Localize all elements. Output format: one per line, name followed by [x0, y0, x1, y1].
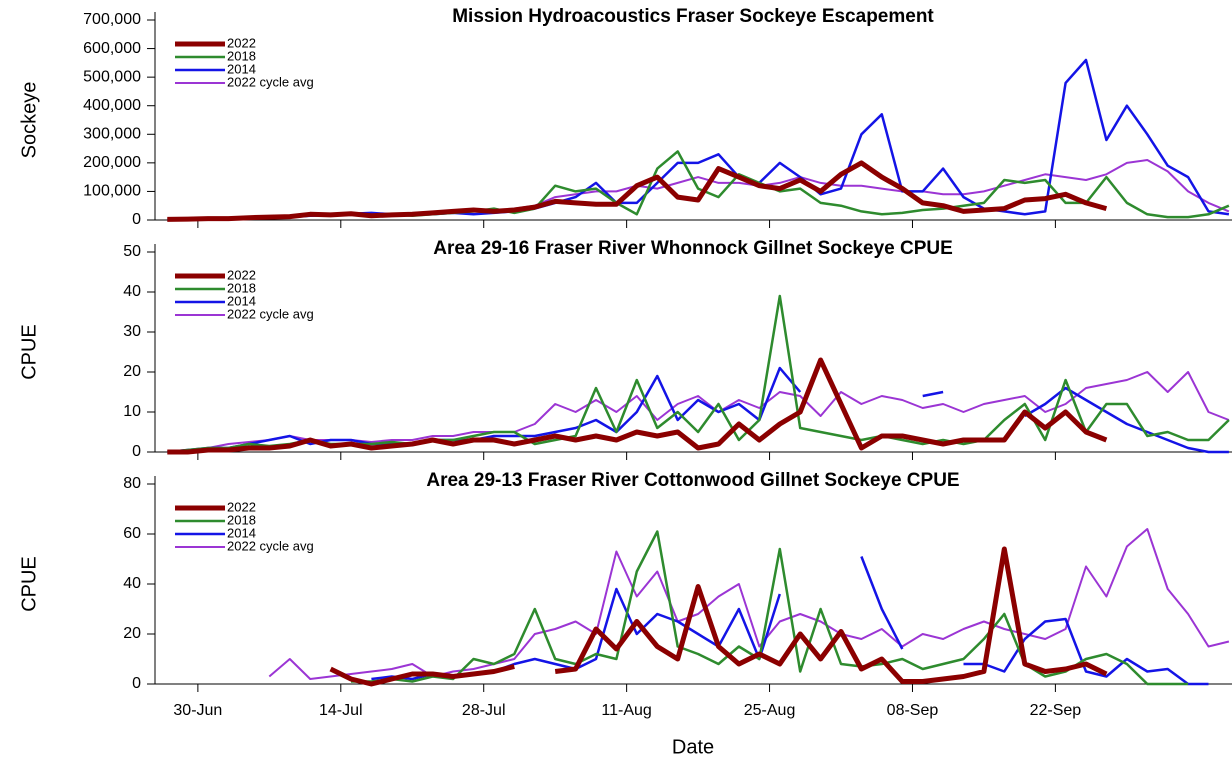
series-line [329, 546, 1108, 687]
y-axis-label: Sockeye [18, 82, 40, 159]
y-tick-label: 40 [123, 283, 141, 300]
y-tick-label: 40 [123, 575, 141, 592]
legend-label: 2014 [227, 61, 256, 76]
chart-title: Area 29-13 Fraser River Cottonwood Gilln… [426, 470, 959, 491]
legend-label: 2018 [227, 280, 256, 295]
series-line [167, 159, 1230, 221]
legend-label: 2022 [227, 35, 256, 50]
x-tick-label: 08-Sep [887, 702, 939, 719]
legend-label: 2022 [227, 499, 256, 514]
legend-label: 2022 cycle avg [227, 306, 314, 321]
x-tick-label: 11-Aug [601, 702, 651, 719]
y-tick-label: 20 [123, 363, 141, 380]
y-tick-label: 200,000 [83, 154, 141, 171]
series-line [167, 357, 1108, 455]
y-tick-label: 20 [123, 625, 141, 642]
y-axis-label: CPUE [18, 324, 40, 380]
y-tick-label: 50 [123, 243, 141, 260]
legend-label: 2018 [227, 512, 256, 527]
legend-label: 2014 [227, 525, 256, 540]
legend-label: 2022 cycle avg [227, 538, 314, 553]
x-axis-label: Date [672, 736, 714, 758]
y-tick-label: 300,000 [83, 126, 141, 143]
x-tick-label: 14-Jul [319, 702, 363, 719]
y-tick-label: 0 [132, 443, 141, 460]
y-axis-label: CPUE [18, 556, 40, 612]
y-tick-label: 30 [123, 323, 141, 340]
x-tick-label: 30-Jun [173, 702, 222, 719]
y-tick-label: 100,000 [83, 183, 141, 200]
series-line [167, 160, 1108, 222]
chart-title: Area 29-16 Fraser River Whonnock Gillnet… [433, 238, 953, 259]
x-tick-label: 28-Jul [462, 702, 506, 719]
y-tick-label: 80 [123, 475, 141, 492]
legend-label: 2018 [227, 48, 256, 63]
y-tick-label: 400,000 [83, 97, 141, 114]
legend-label: 2022 [227, 267, 256, 282]
chart-title: Mission Hydroacoustics Fraser Sockeye Es… [452, 6, 934, 27]
y-tick-label: 0 [132, 675, 141, 692]
x-tick-label: 25-Aug [744, 702, 796, 719]
legend-label: 2022 cycle avg [227, 74, 314, 89]
y-tick-label: 500,000 [83, 68, 141, 85]
legend-label: 2014 [227, 293, 256, 308]
y-tick-label: 0 [132, 211, 141, 228]
y-tick-label: 60 [123, 525, 141, 542]
y-tick-label: 10 [123, 403, 141, 420]
y-tick-label: 600,000 [83, 40, 141, 57]
series-line [167, 294, 1230, 454]
y-tick-label: 700,000 [83, 11, 141, 28]
x-tick-label: 22-Sep [1030, 702, 1082, 719]
series-line [351, 530, 1189, 686]
